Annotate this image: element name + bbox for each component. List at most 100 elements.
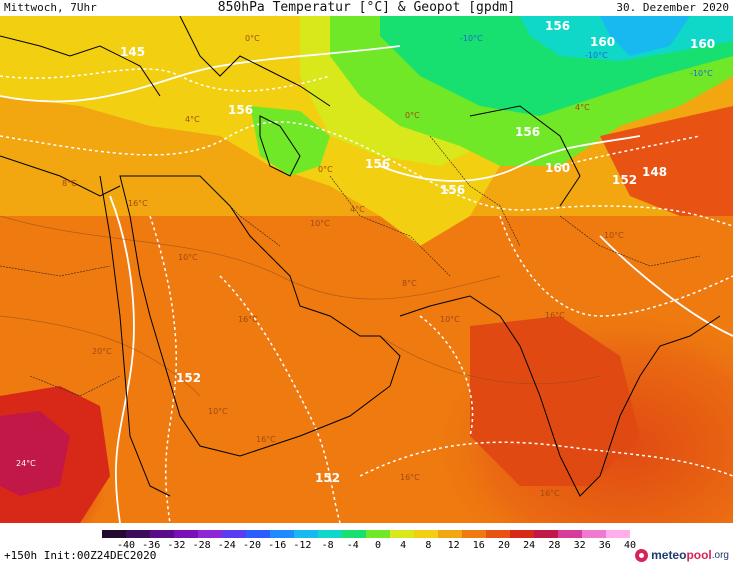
temp-label: 16°C — [540, 489, 560, 498]
geopot-label: 148 — [642, 165, 667, 179]
logo-text-meteo: meteo — [651, 548, 687, 562]
legend-tick: 28 — [548, 540, 561, 551]
geopot-label: 156 — [228, 103, 253, 117]
temp-label: 8°C — [402, 279, 417, 288]
temp-label: 10°C — [604, 231, 624, 240]
valid-date-label: 30. Dezember 2020 — [616, 1, 729, 14]
legend-swatch — [582, 530, 607, 538]
legend-swatch — [366, 530, 391, 538]
thin-isotherms — [0, 215, 601, 397]
legend-tick: 12 — [447, 540, 460, 551]
meteopool-logo[interactable]: meteo pool .org — [635, 548, 729, 562]
map-title: 850hPa Temperatur [°C] & Geopot [gpdm] — [217, 0, 516, 15]
legend-tick: 36 — [598, 540, 611, 551]
field-red-east — [600, 106, 733, 216]
field-magenta-africa — [0, 411, 70, 496]
temp-label: -10°C — [690, 69, 713, 78]
temp-label: 16°C — [545, 311, 565, 320]
temp-label: 4°C — [185, 115, 200, 124]
legend-tick: -12 — [293, 540, 312, 551]
temp-label: 0°C — [405, 111, 420, 120]
geopot-label: 156 — [515, 125, 540, 139]
temp-label: 4°C — [350, 205, 365, 214]
model-run-label: +150h Init:00Z24DEC2020 — [4, 549, 157, 562]
legend-tick: 32 — [573, 540, 586, 551]
legend-tick: 4 — [400, 540, 407, 551]
temperature-map: 145 156 160 160 156 156 156 160 156 152 … — [0, 16, 733, 523]
geopot-label: 156 — [545, 19, 570, 33]
legend-swatch — [342, 530, 367, 538]
logo-text-org: .org — [711, 549, 729, 561]
temp-label: 10°C — [178, 253, 198, 262]
legend-tick: 8 — [425, 540, 432, 551]
legend-tick: 0 — [374, 540, 382, 551]
temp-label: 10°C — [208, 407, 228, 416]
legend-swatch — [510, 530, 535, 538]
legend-tick-labels: -40 -36 -32 -28 -24 -20 -16 -12 -8 -4 0 4 8 12 16 20 24 2… — [100, 540, 636, 552]
temp-label: 16°C — [128, 199, 148, 208]
geopotential-labels: 145 156 160 160 156 156 156 160 156 152 … — [120, 19, 715, 485]
logo-text-pool: pool — [686, 548, 712, 562]
legend-tick: -28 — [192, 540, 211, 551]
temp-label: 20°C — [92, 347, 112, 356]
legend-swatch — [246, 530, 271, 538]
geopot-label: 152 — [315, 471, 340, 485]
temp-label: 4°C — [575, 103, 590, 112]
legend-swatch — [414, 530, 439, 538]
legend-swatch — [102, 530, 127, 538]
logo-icon — [635, 548, 649, 562]
legend-swatch — [438, 530, 463, 538]
legend-tick: -8 — [321, 540, 334, 551]
legend-tick: -16 — [268, 540, 287, 551]
temp-label: -10°C — [585, 51, 608, 60]
geopot-label: 152 — [176, 371, 201, 385]
country-borders — [0, 135, 701, 397]
legend-tick: 24 — [523, 540, 536, 551]
geopot-label: 160 — [545, 161, 570, 175]
legend-swatch — [462, 530, 487, 538]
temperature-labels: -10°C -10°C -10°C 0°C 4°C 4°C 0°C 0°C 8°… — [16, 34, 713, 498]
legend-swatch — [222, 530, 247, 538]
legend-swatch — [558, 530, 583, 538]
geopot-label: 156 — [440, 183, 465, 197]
legend-tick: -36 — [142, 540, 161, 551]
temp-label: 0°C — [318, 165, 333, 174]
isotherm-contours — [0, 45, 733, 523]
temp-label: 10°C — [310, 219, 330, 228]
legend-swatch — [150, 530, 175, 538]
legend-swatch — [294, 530, 319, 538]
coastlines — [0, 16, 721, 497]
geopot-label: 156 — [365, 157, 390, 171]
legend-tick: 16 — [472, 540, 485, 551]
legend-tick: -32 — [167, 540, 186, 551]
temp-label: 16°C — [400, 473, 420, 482]
legend-swatch — [318, 530, 343, 538]
geopot-label: 152 — [612, 173, 637, 187]
legend-color-bar — [102, 530, 630, 538]
legend-tick: 20 — [497, 540, 511, 551]
temp-label: 16°C — [238, 315, 258, 324]
geopot-label: 160 — [590, 35, 615, 49]
legend-swatch — [126, 530, 151, 538]
legend-tick: -24 — [217, 540, 236, 551]
temp-label: 10°C — [440, 315, 460, 324]
legend-tick: -4 — [346, 540, 359, 551]
legend-swatch — [606, 530, 630, 538]
temp-label: 24°C — [16, 459, 36, 468]
temp-label: 8°C — [62, 179, 77, 188]
geopot-label: 145 — [120, 45, 145, 59]
legend-swatch — [534, 530, 559, 538]
temp-label: 16°C — [256, 435, 276, 444]
legend-tick: 40 — [623, 540, 637, 551]
legend-swatch — [198, 530, 223, 538]
field-red-india — [470, 316, 640, 486]
geopot-label: 160 — [690, 37, 715, 51]
valid-time-label: Mittwoch, 7Uhr — [4, 1, 97, 14]
legend-tick: -20 — [242, 540, 262, 551]
temp-label: 0°C — [245, 34, 260, 43]
legend-swatch — [486, 530, 511, 538]
legend-swatch — [174, 530, 199, 538]
legend-swatch — [390, 530, 415, 538]
legend-tick: -40 — [116, 540, 136, 551]
legend-swatch — [270, 530, 295, 538]
